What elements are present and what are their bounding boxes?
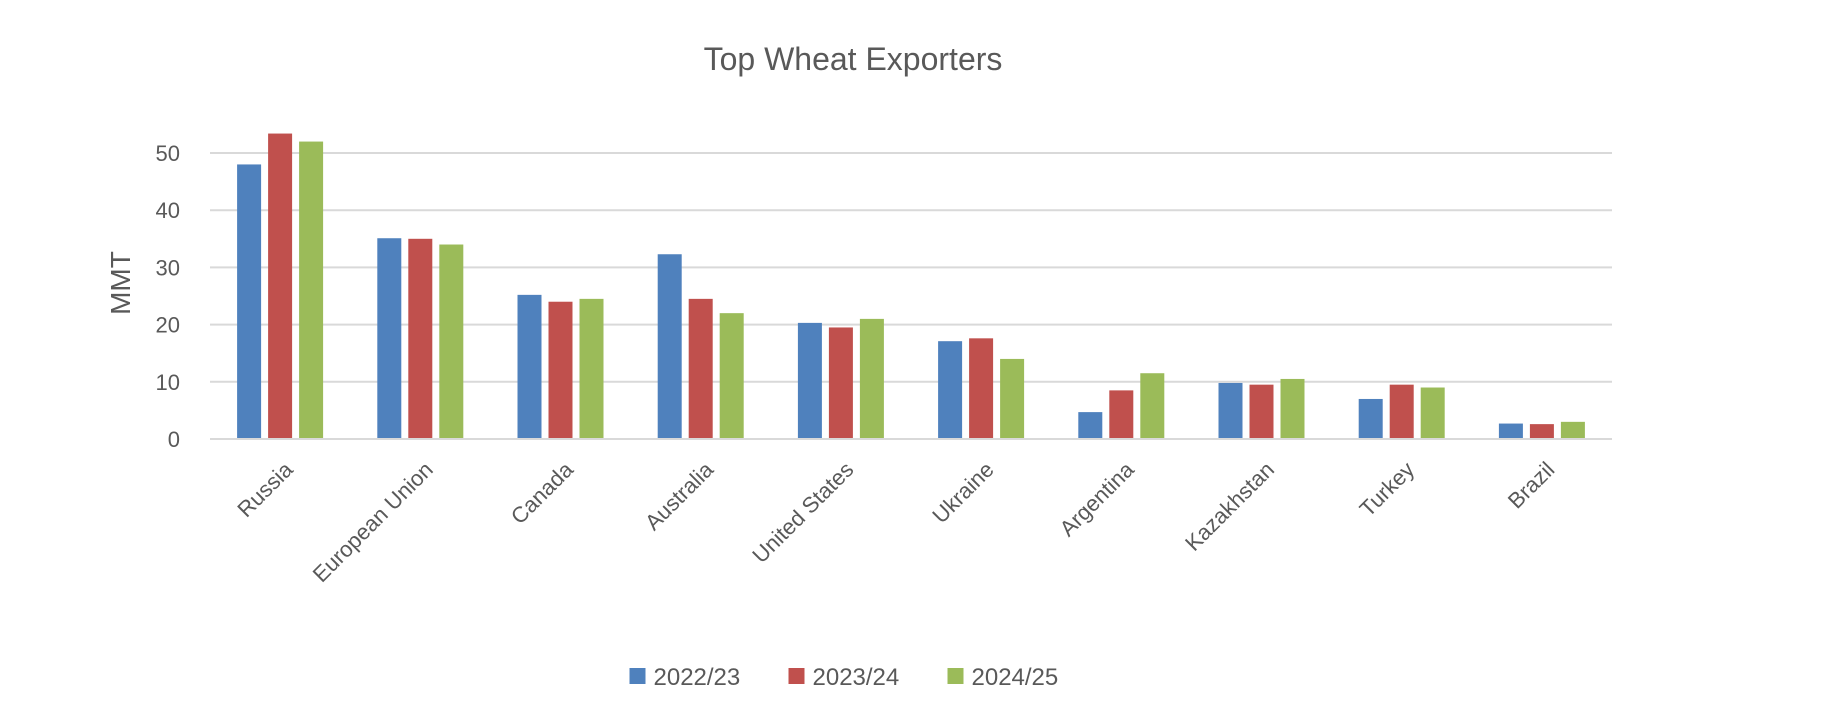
legend-swatch-2023-24 <box>788 668 805 684</box>
bar-canada-2024-25 <box>579 298 604 439</box>
category-label-european-union: European Union <box>308 457 438 587</box>
bar-australia-2022-23 <box>657 254 682 439</box>
category-label-argentina: Argentina <box>1055 456 1140 541</box>
bar-russia-2022-23 <box>237 164 262 439</box>
category-label-russia: Russia <box>232 456 298 522</box>
legend-label-2022-23: 2022/23 <box>654 664 741 691</box>
legend-label-2023-24: 2023/24 <box>813 664 900 691</box>
y-tick-labels: 0 10 20 30 40 50 <box>156 141 180 452</box>
bar-turkey-2023-24 <box>1389 384 1414 439</box>
bar-russia-2024-25 <box>299 141 324 439</box>
legend-swatch-2024-25 <box>947 668 964 684</box>
category-label-australia: Australia <box>640 456 719 535</box>
y-tick-label-30: 30 <box>156 255 180 280</box>
bar-european-union-2022-23 <box>377 238 402 439</box>
bar-turkey-2022-23 <box>1358 398 1383 439</box>
y-tick-label-20: 20 <box>156 313 180 338</box>
bar-united-states-2023-24 <box>828 327 853 439</box>
bar-european-union-2023-24 <box>408 238 433 439</box>
bar-australia-2024-25 <box>719 313 744 439</box>
bars <box>237 133 1585 439</box>
bar-canada-2023-24 <box>548 301 573 439</box>
bar-argentina-2024-25 <box>1140 373 1165 439</box>
bar-russia-2023-24 <box>268 133 293 439</box>
legend: 2022/23 2023/24 2024/25 <box>629 664 1059 691</box>
y-tick-label-40: 40 <box>156 198 180 223</box>
bar-united-states-2022-23 <box>797 322 822 439</box>
bar-argentina-2022-23 <box>1078 412 1103 439</box>
category-label-brazil: Brazil <box>1503 457 1560 514</box>
y-tick-label-0: 0 <box>168 427 180 452</box>
category-label-kazakhstan: Kazakhstan <box>1180 457 1279 556</box>
y-tick-label-10: 10 <box>156 370 180 395</box>
chart-title: Top Wheat Exporters <box>704 41 1003 77</box>
bar-argentina-2023-24 <box>1109 390 1134 439</box>
bar-kazakhstan-2022-23 <box>1218 382 1243 439</box>
bar-canada-2022-23 <box>517 294 542 439</box>
bar-ukraine-2023-24 <box>969 338 994 439</box>
bar-ukraine-2022-23 <box>938 341 963 439</box>
category-labels: Russia European Union Canada Australia Unite… <box>232 456 1559 587</box>
bar-brazil-2023-24 <box>1529 424 1554 439</box>
bar-brazil-2024-25 <box>1560 421 1585 439</box>
category-label-ukraine: Ukraine <box>927 457 998 528</box>
bar-brazil-2022-23 <box>1498 423 1523 439</box>
bar-kazakhstan-2023-24 <box>1249 384 1274 439</box>
legend-label-2024-25: 2024/25 <box>972 664 1059 691</box>
bar-turkey-2024-25 <box>1420 387 1445 439</box>
bar-european-union-2024-25 <box>439 244 464 439</box>
bar-ukraine-2024-25 <box>1000 358 1025 439</box>
legend-swatch-2022-23 <box>629 668 646 684</box>
category-label-canada: Canada <box>506 456 579 529</box>
bar-australia-2023-24 <box>688 298 713 439</box>
category-label-turkey: Turkey <box>1355 457 1420 522</box>
y-axis-label: MMT <box>105 251 136 315</box>
bar-united-states-2024-25 <box>859 318 884 439</box>
category-label-united-states: United States <box>747 457 858 568</box>
bar-kazakhstan-2024-25 <box>1280 378 1305 439</box>
y-tick-label-50: 50 <box>156 141 180 166</box>
